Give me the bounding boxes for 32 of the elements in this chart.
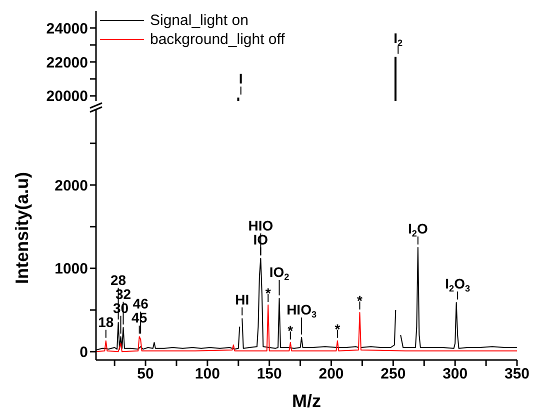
x-tick-label: 150	[256, 366, 282, 383]
annotation: *	[288, 322, 294, 338]
x-tick-label: 250	[380, 366, 406, 383]
annotation: 46	[132, 296, 149, 312]
x-tick-label: 50	[137, 366, 154, 383]
annotation: 28	[110, 272, 126, 288]
annotation: I	[238, 70, 243, 87]
legend-label: background_light off	[150, 30, 285, 49]
y-tick-label: 20000	[46, 88, 88, 106]
legend-label: Signal_light on	[150, 11, 248, 30]
annotation: I$_{2}$	[394, 30, 403, 48]
y-tick-label: 1000	[54, 260, 88, 278]
y-tick-label: 0	[80, 344, 88, 361]
annotation: I$_{2}$O$_{3}$	[445, 276, 470, 294]
x-tick-label: 100	[194, 366, 220, 383]
y-tick-label: 24000	[46, 20, 88, 38]
annotation: HIO$_{3}$	[286, 302, 317, 320]
y-tick-label: 22000	[46, 54, 88, 72]
annotation: I$_{2}$O	[408, 220, 428, 238]
x-tick-label: 300	[442, 366, 468, 383]
annotation: IO$_{2}$	[269, 264, 290, 282]
annotation: HIO	[248, 217, 274, 234]
x-tick-label: 200	[318, 366, 344, 383]
annotation: *	[357, 292, 364, 308]
annotation: HI	[235, 291, 250, 308]
x-axis-title: M/z	[292, 391, 321, 411]
annotation: *	[334, 320, 341, 337]
annotation: 18	[98, 314, 114, 330]
y-axis-title: Intensity(a.u)	[12, 172, 32, 284]
annotation: *	[265, 285, 272, 301]
y-tick-label: 2000	[54, 177, 88, 194]
x-tick-label: 350	[504, 366, 530, 383]
